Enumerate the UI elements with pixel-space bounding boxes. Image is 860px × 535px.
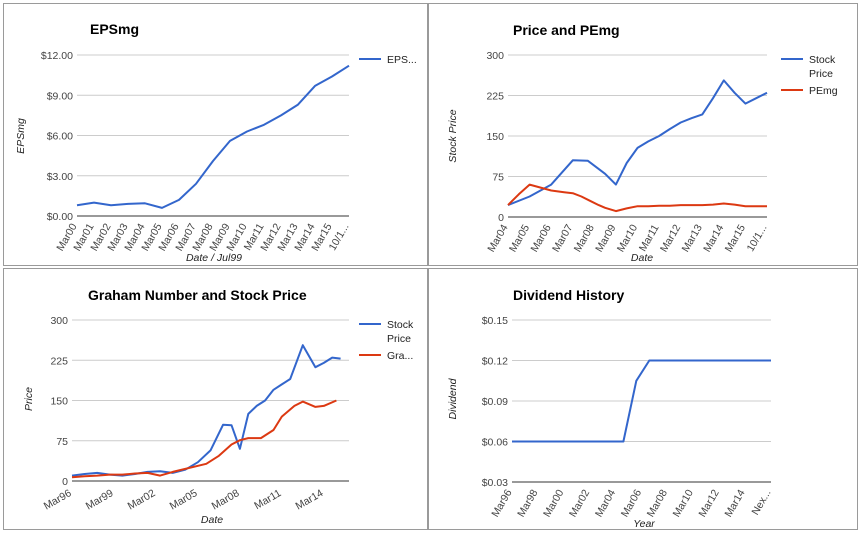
- chart1-xtick-label: Mar08: [572, 222, 597, 254]
- chart2-legend-label-1: Gra...: [387, 350, 413, 362]
- chart1-xtick-label: Mar05: [507, 222, 532, 254]
- chart1-xtick-label: 10/1...: [745, 223, 770, 254]
- chart2-ytick-label: 225: [50, 355, 68, 367]
- chart2-legend-label-0: Stock Price: [387, 319, 414, 345]
- chart3-ytick-label: $0.15: [482, 315, 508, 327]
- chart2-ytick-label: 300: [50, 315, 68, 327]
- chart0-legend-label-0: EPS...: [387, 54, 417, 66]
- chart-panel-graham: 0 75 150 225 300 Mar96 Mar99 Mar02 Mar05 Mar08 Mar…: [3, 268, 428, 530]
- chart0-title: EPSmg: [90, 21, 139, 37]
- graham-chart: 0 75 150 225 300 Mar96 Mar99 Mar02 Mar05 Mar08 Mar…: [23, 287, 414, 526]
- chart3-xtick-label: Mar96: [489, 487, 514, 519]
- chart2-xtick-label: Mar05: [168, 487, 200, 512]
- chart1-xtick-label: Mar15: [723, 222, 748, 254]
- chart2-series-line-0: [71, 344, 341, 477]
- chart3-ytick-label: $0.12: [482, 356, 508, 368]
- chart1-xtick-label: Mar04: [485, 222, 510, 254]
- chart3-xtick-label: Mar10: [671, 487, 696, 519]
- chart-panel-eps: $0.00 $3.00 $6.00 $9.00 $12.00 Mar00 Mar01 Mar0…: [3, 3, 428, 266]
- chart2-xtick-label: Mar96: [42, 487, 74, 512]
- chart3-xtick-label: Mar06: [619, 487, 644, 519]
- chart3-title: Dividend History: [513, 287, 624, 303]
- chart2-legend-label-line: Price: [387, 333, 411, 345]
- chart0-series-line-0: [76, 64, 350, 209]
- chart3-xtick-label: Mar08: [645, 487, 670, 519]
- chart2-xtick-label: Mar11: [252, 487, 283, 512]
- chart1-legend-label-line: Price: [809, 68, 833, 80]
- chart-panel-price-pe: 0 75 150 225 300 Mar04 Mar05 Mar06 Mar07 Mar08 Mar…: [428, 3, 858, 266]
- chart3-ytick-label: $0.09: [482, 396, 508, 408]
- chart3-xtick-label: Nex...: [749, 488, 773, 518]
- chart1-xtick-label: Mar10: [615, 222, 640, 254]
- chart0-ytick-label: $0.00: [47, 211, 73, 223]
- chart2-legend-label-line: Stock: [387, 319, 414, 331]
- chart0-ytick-label: $3.00: [47, 171, 73, 183]
- chart1-legend-label-line: Stock: [809, 54, 836, 66]
- chart3-xtick-label: Mar02: [567, 487, 592, 519]
- chart0-ytick-label: $12.00: [41, 50, 73, 62]
- chart2-xtick-label: Mar08: [210, 487, 242, 512]
- chart1-ytick-label: 0: [498, 212, 504, 224]
- chart1-series-line-0: [507, 79, 768, 207]
- chart1-ytick-label: 150: [486, 131, 504, 143]
- chart2-ytick-label: 150: [50, 396, 68, 408]
- dividend-chart: $0.03 $0.06 $0.09 $0.12 $0.15 Mar96 Mar98 Mar00…: [447, 287, 774, 529]
- chart1-ytick-label: 300: [486, 50, 504, 62]
- chart1-xlabel: Date: [631, 252, 653, 264]
- chart1-ylabel: Stock Price: [447, 109, 459, 162]
- chart1-xtick-label: Mar09: [593, 222, 618, 254]
- chart2-series-line-1: [71, 399, 337, 479]
- chart1-xtick-label: Mar14: [701, 222, 726, 254]
- price-pe-chart: 075150225300Mar04Mar05Mar06Mar07Mar08Mar…: [447, 22, 838, 264]
- chart1-title: Price and PEmg: [513, 22, 620, 38]
- chart2-xtick-label: Mar99: [84, 487, 116, 512]
- chart2-title: Graham Number and Stock Price: [88, 287, 307, 303]
- chart1-series-line-1: [507, 183, 767, 213]
- chart3-series-line-0: [512, 359, 771, 443]
- chart3-xtick-label: Mar00: [541, 487, 566, 519]
- chart3-xlabel: Year: [633, 518, 655, 529]
- chart2-ylabel: Price: [23, 387, 35, 411]
- chart2-xlabel: Date: [201, 514, 223, 526]
- chart3-ytick-label: $0.03: [482, 477, 508, 489]
- eps-chart: $0.00$3.00$6.00$9.00$12.00Mar00Mar01Mar0…: [15, 21, 417, 264]
- chart1-ytick-label: 75: [492, 172, 504, 184]
- chart1-legend-label-1: PEmg: [809, 85, 838, 97]
- chart3-xtick-label: Mar98: [515, 487, 540, 519]
- chart0-xlabel: Date / Jul99: [186, 252, 242, 264]
- chart1-xtick-label: Mar07: [550, 222, 575, 254]
- chart2-ytick-label: 0: [62, 476, 68, 488]
- chart0-ytick-label: $6.00: [47, 131, 73, 143]
- chart1-legend-label-0: Stock Price: [809, 54, 836, 80]
- chart1-xtick-label: Mar13: [680, 222, 705, 254]
- chart3-ylabel: Dividend: [447, 377, 459, 419]
- chart2-xtick-label: Mar14: [294, 487, 326, 512]
- chart3-xtick-label: Mar14: [722, 487, 747, 519]
- chart0-ytick-label: $9.00: [47, 90, 73, 102]
- chart3-xtick-label: Mar04: [593, 487, 618, 519]
- chart2-xtick-label: Mar02: [126, 487, 158, 512]
- chart2-ytick-label: 75: [56, 436, 68, 448]
- chart1-ytick-label: 225: [486, 91, 504, 103]
- chart3-xtick-label: Mar12: [697, 487, 722, 519]
- chart-panel-dividend: $0.03 $0.06 $0.09 $0.12 $0.15 Mar96 Mar98 Mar00…: [428, 268, 858, 530]
- chart3-ytick-label: $0.06: [482, 437, 508, 449]
- chart1-xtick-label: Mar12: [658, 222, 683, 254]
- chart0-ylabel: EPSmg: [15, 118, 27, 154]
- chart1-xtick-label: Mar06: [528, 222, 553, 254]
